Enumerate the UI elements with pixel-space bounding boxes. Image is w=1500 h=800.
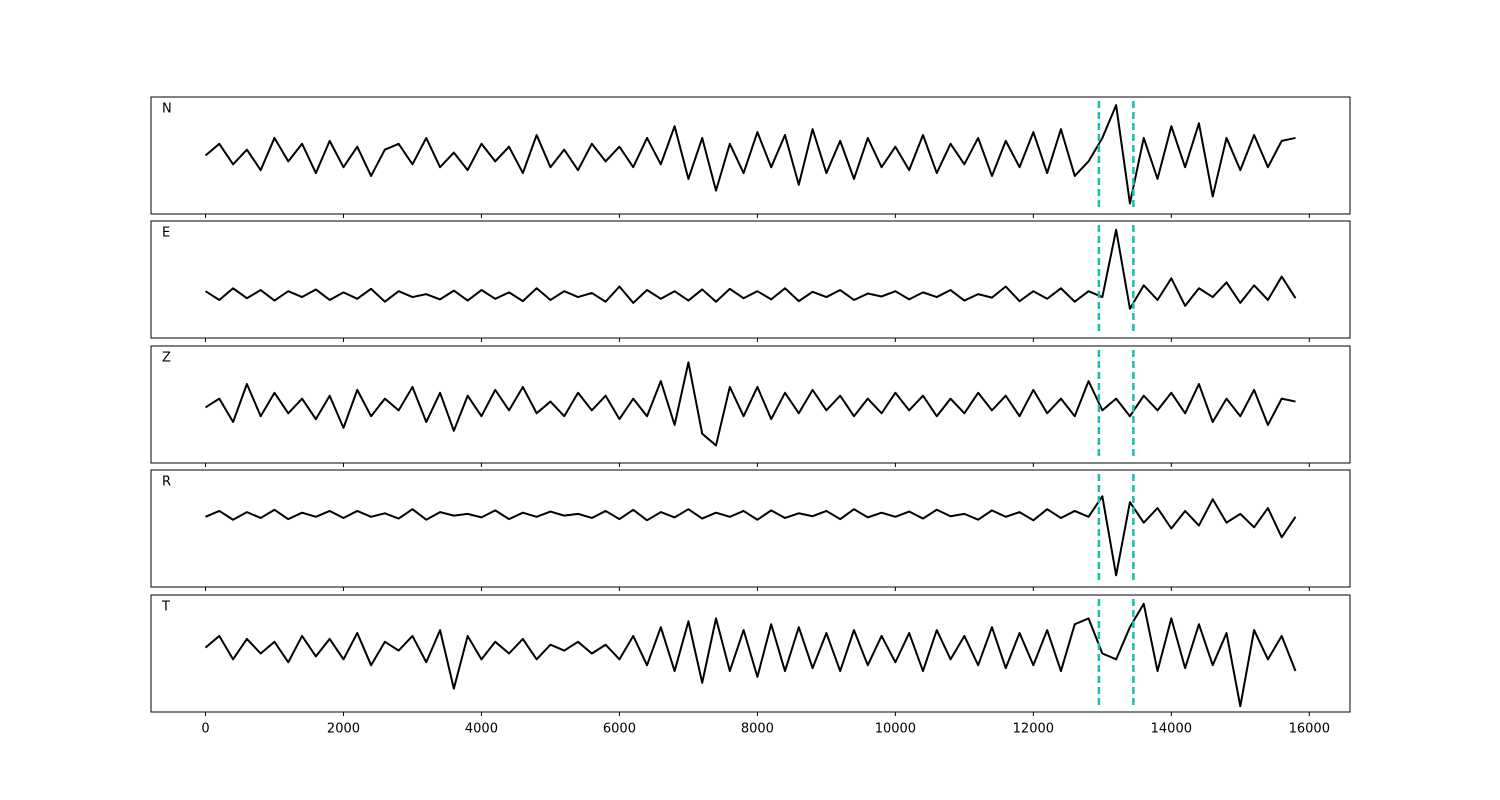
- x-tick-label: 14000: [1151, 722, 1192, 737]
- panel-label: Z: [162, 351, 171, 366]
- panel-frame: [150, 345, 1351, 464]
- x-tick-label: 4000: [465, 722, 498, 737]
- panel-label: R: [162, 475, 171, 490]
- trace: [204, 228, 1297, 310]
- x-tick-label: 16000: [1289, 722, 1330, 737]
- panel-label: T: [161, 600, 170, 615]
- x-tick-label: 12000: [1013, 722, 1054, 737]
- trace: [204, 104, 1296, 205]
- x-tick-label: 6000: [603, 722, 636, 737]
- trace: [204, 602, 1297, 708]
- panel-frame: [150, 594, 1351, 713]
- x-tick-label: 0: [201, 722, 209, 737]
- panel-label: N: [162, 102, 172, 117]
- trace: [205, 495, 1297, 577]
- x-tick-label: 10000: [875, 722, 916, 737]
- panel-frame: [150, 220, 1351, 339]
- panel-frame: [150, 469, 1351, 588]
- trace: [204, 361, 1296, 447]
- x-tick-label: 2000: [327, 722, 360, 737]
- x-tick-label: 8000: [741, 722, 774, 737]
- panel-label: E: [162, 226, 170, 241]
- panel-frame: [150, 96, 1351, 215]
